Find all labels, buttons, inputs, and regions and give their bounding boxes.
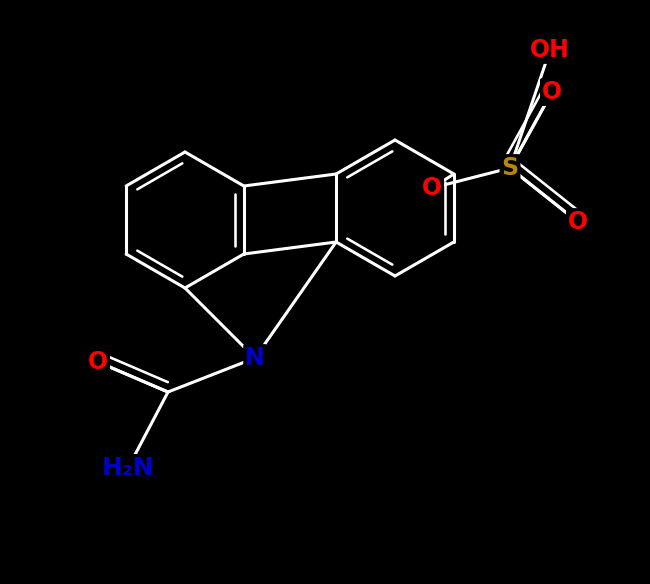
Text: N: N (245, 346, 265, 370)
Text: OH: OH (530, 38, 570, 62)
Text: S: S (501, 156, 519, 180)
Text: O: O (542, 80, 562, 104)
Text: O: O (568, 210, 588, 234)
Text: O: O (422, 176, 442, 200)
Text: H₂N: H₂N (101, 456, 155, 480)
Text: O: O (88, 350, 108, 374)
